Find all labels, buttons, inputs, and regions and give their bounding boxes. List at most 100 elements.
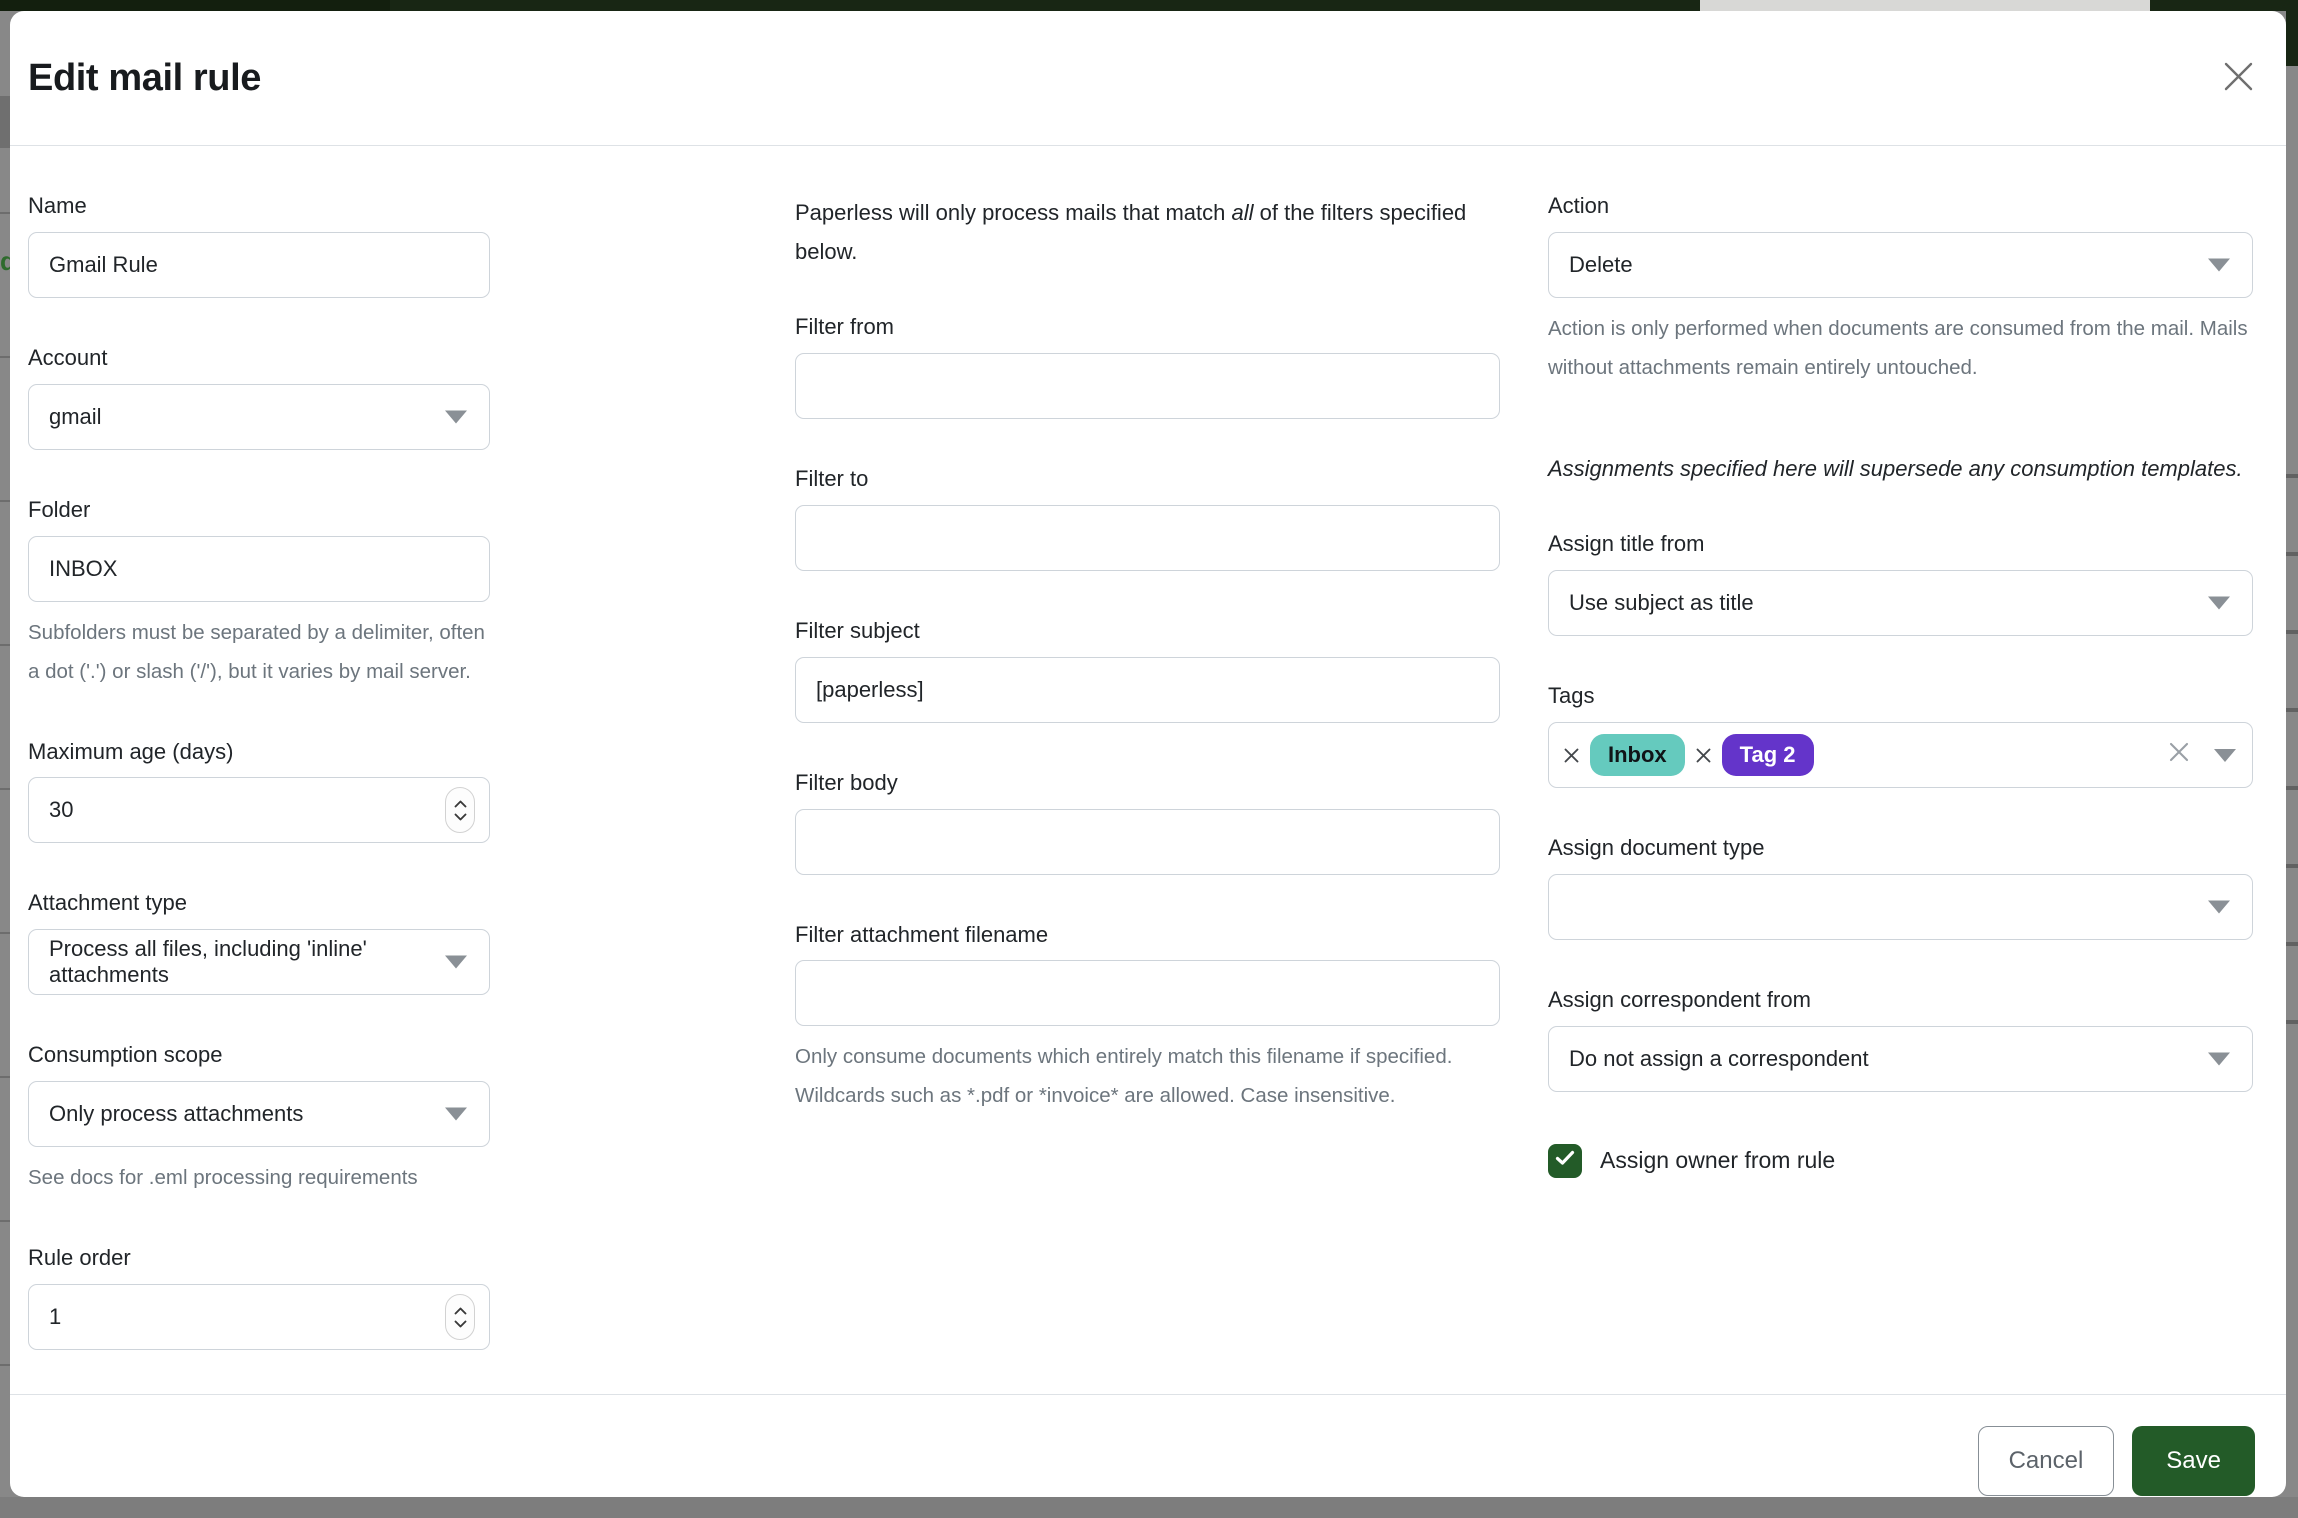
edit-mail-rule-dialog: Edit mail rule Name Account gmail Folde	[10, 11, 2286, 1497]
assign-owner-checkbox[interactable]	[1548, 1143, 1582, 1178]
rule-order-stepper[interactable]	[445, 1294, 475, 1341]
attachment-type-label: Attachment type	[28, 890, 187, 916]
backdrop-row-line	[0, 500, 10, 502]
cancel-button[interactable]: Cancel	[1977, 1425, 2115, 1496]
close-button[interactable]	[2214, 54, 2262, 102]
assign-correspondent-from-group: Assign correspondent from Do not assign …	[1548, 984, 2253, 1092]
save-button[interactable]: Save	[2132, 1425, 2255, 1496]
folder-input[interactable]	[28, 535, 490, 602]
backdrop-row-line	[0, 1364, 10, 1366]
tags-group: Tags Inbox Tag 2	[1548, 680, 2253, 789]
max-age-number-input[interactable]: 30	[28, 777, 490, 844]
filters-intro-emphasis: all	[1231, 200, 1254, 225]
tags-controls	[2168, 741, 2236, 769]
max-age-label: Maximum age (days)	[28, 738, 234, 764]
filter-to-input[interactable]	[795, 504, 1500, 571]
backdrop-row-line	[0, 932, 10, 934]
attachment-type-group: Attachment type Process all files, inclu…	[28, 887, 490, 996]
consumption-scope-label: Consumption scope	[28, 1042, 223, 1068]
max-age-stepper[interactable]	[445, 787, 475, 834]
column-filters: Paperless will only process mails that m…	[795, 190, 1500, 1160]
stepper-up-icon[interactable]	[454, 800, 467, 808]
dialog-body: Name Account gmail Folder Subfolders mus…	[10, 146, 2286, 1394]
app-header-bar	[0, 0, 2298, 11]
consumption-scope-help-text: See docs for .eml processing requirement…	[28, 1166, 418, 1190]
checkbox-check-icon	[1555, 1150, 1575, 1171]
backdrop-row-line	[2286, 630, 2298, 634]
chevron-down-icon	[445, 1107, 467, 1121]
backdrop-row-line	[2286, 786, 2298, 790]
backdrop-row-line	[2286, 942, 2298, 946]
rule-order-value: 1	[49, 1304, 62, 1330]
name-input[interactable]	[28, 231, 490, 298]
rule-order-number-input[interactable]: 1	[28, 1284, 490, 1351]
column-actions: Action Delete Action is only performed w…	[1548, 190, 2253, 1178]
name-group: Name	[28, 190, 490, 298]
attachment-type-select[interactable]: Process all files, including 'inline' at…	[28, 929, 490, 996]
assign-title-from-selected-value: Use subject as title	[1569, 590, 1754, 616]
filter-body-input[interactable]	[795, 808, 1500, 875]
filter-attachment-filename-input[interactable]	[795, 960, 1500, 1027]
backdrop-bottom-strip	[0, 1497, 2298, 1518]
chevron-down-icon	[2208, 900, 2230, 914]
tags-clear-icon[interactable]	[2168, 741, 2190, 769]
folder-group: Folder Subfolders must be separated by a…	[28, 494, 490, 692]
filter-subject-group: Filter subject	[795, 615, 1500, 723]
column-general: Name Account gmail Folder Subfolders mus…	[28, 190, 490, 1394]
app-header-bar-right	[2286, 0, 2298, 66]
action-help-text: Action is only performed when documents …	[1548, 316, 2248, 379]
filter-subject-input[interactable]	[795, 656, 1500, 723]
chevron-down-icon	[2208, 1052, 2230, 1066]
chevron-down-icon[interactable]	[2214, 748, 2236, 762]
filter-from-input[interactable]	[795, 352, 1500, 419]
filter-from-label: Filter from	[795, 314, 894, 339]
chevron-down-icon	[445, 410, 467, 424]
backdrop-row-line	[0, 1220, 10, 1222]
stepper-down-icon[interactable]	[454, 813, 467, 821]
dialog-footer: Cancel Save	[10, 1394, 2286, 1497]
close-icon	[2223, 61, 2254, 95]
assign-correspondent-from-select[interactable]: Do not assign a correspondent	[1548, 1025, 2253, 1092]
account-label: Account	[28, 344, 108, 370]
assign-title-from-label: Assign title from	[1548, 531, 1705, 557]
chevron-down-icon	[2208, 596, 2230, 610]
assign-document-type-select[interactable]	[1548, 873, 2253, 940]
folder-help-text: Subfolders must be separated by a delimi…	[28, 620, 485, 683]
tag-chip-tag2: Tag 2	[1721, 734, 1814, 777]
backdrop-row-fragment	[0, 96, 10, 148]
assign-document-type-group: Assign document type	[1548, 832, 2253, 940]
filter-to-group: Filter to	[795, 463, 1500, 571]
assign-owner-label: Assign owner from rule	[1600, 1147, 1836, 1174]
action-selected-value: Delete	[1569, 251, 1633, 277]
filter-to-label: Filter to	[795, 465, 869, 491]
assign-title-from-group: Assign title from Use subject as title	[1548, 528, 2253, 637]
chevron-down-icon	[2208, 258, 2230, 272]
assign-title-from-select[interactable]: Use subject as title	[1548, 570, 2253, 637]
consumption-scope-select[interactable]: Only process attachments	[28, 1081, 490, 1148]
consumption-scope-selected-value: Only process attachments	[49, 1101, 304, 1127]
max-age-value: 30	[49, 797, 74, 823]
assign-owner-row: Assign owner from rule	[1548, 1143, 2253, 1178]
backdrop-row-line	[2286, 1020, 2298, 1024]
name-label: Name	[28, 193, 87, 218]
backdrop-row-line	[2286, 552, 2298, 556]
filter-attachment-filename-label: Filter attachment filename	[795, 921, 1049, 947]
max-age-group: Maximum age (days) 30	[28, 736, 490, 844]
backdrop-text-fragment: d	[0, 246, 10, 276]
stepper-up-icon[interactable]	[454, 1307, 467, 1315]
filter-subject-label: Filter subject	[795, 617, 920, 643]
stepper-down-icon[interactable]	[454, 1320, 467, 1328]
filters-intro-text: Paperless will only process mails that m…	[795, 194, 1500, 271]
tag-remove-icon[interactable]	[1695, 747, 1712, 764]
tag-remove-icon[interactable]	[1563, 747, 1580, 764]
tags-multiselect[interactable]: Inbox Tag 2	[1548, 722, 2253, 789]
backdrop-row-line	[2286, 474, 2298, 478]
assign-document-type-label: Assign document type	[1548, 835, 1765, 861]
action-select[interactable]: Delete	[1548, 231, 2253, 298]
assign-correspondent-from-label: Assign correspondent from	[1548, 986, 1811, 1012]
account-selected-value: gmail	[49, 403, 102, 429]
tags-label: Tags	[1548, 683, 1595, 709]
consumption-scope-group: Consumption scope Only process attachmen…	[28, 1039, 490, 1198]
account-select[interactable]: gmail	[28, 383, 490, 450]
rule-order-group: Rule order 1	[28, 1242, 490, 1351]
